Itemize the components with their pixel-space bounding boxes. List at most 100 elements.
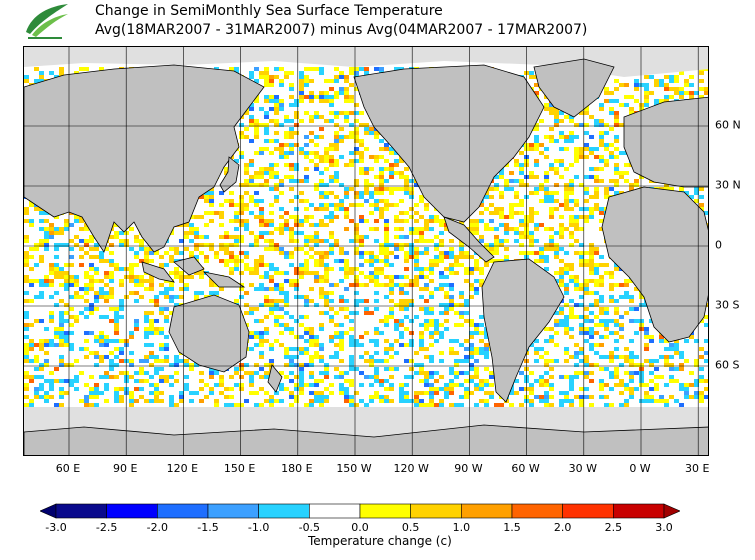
anomaly-cell xyxy=(644,331,649,335)
anomaly-cell xyxy=(99,355,104,359)
anomaly-cell xyxy=(349,399,354,403)
anomaly-cell xyxy=(289,143,294,147)
anomaly-cell xyxy=(264,391,269,395)
anomaly-cell xyxy=(344,263,349,267)
anomaly-cell xyxy=(514,227,519,231)
anomaly-cell xyxy=(644,383,649,387)
anomaly-cell xyxy=(179,395,184,399)
anomaly-cell xyxy=(309,139,314,143)
anomaly-cell xyxy=(474,327,479,331)
anomaly-cell xyxy=(484,403,489,407)
anomaly-cell xyxy=(369,271,374,275)
anomaly-cell xyxy=(439,251,444,255)
anomaly-cell xyxy=(329,95,334,99)
anomaly-cell xyxy=(464,271,469,275)
anomaly-cell xyxy=(284,363,289,367)
anomaly-cell xyxy=(154,327,159,331)
anomaly-cell xyxy=(89,391,94,395)
anomaly-cell xyxy=(399,171,404,175)
anomaly-cell xyxy=(204,199,209,203)
anomaly-cell xyxy=(209,279,214,283)
anomaly-cell xyxy=(339,111,344,115)
anomaly-cell xyxy=(394,255,399,259)
anomaly-cell xyxy=(449,247,454,251)
anomaly-cell xyxy=(564,375,569,379)
anomaly-cell xyxy=(599,379,604,383)
anomaly-cell xyxy=(119,267,124,271)
anomaly-cell xyxy=(164,295,169,299)
anomaly-cell xyxy=(449,339,454,343)
anomaly-cell xyxy=(344,111,349,115)
anomaly-cell xyxy=(674,379,679,383)
anomaly-cell xyxy=(169,231,174,235)
anomaly-cell xyxy=(484,391,489,395)
anomaly-cell xyxy=(604,191,609,195)
anomaly-cell xyxy=(554,271,559,275)
anomaly-cell xyxy=(284,351,289,355)
anomaly-cell xyxy=(264,71,269,75)
anomaly-cell xyxy=(89,239,94,243)
anomaly-cell xyxy=(384,339,389,343)
anomaly-cell xyxy=(229,191,234,195)
anomaly-cell xyxy=(54,379,59,383)
anomaly-cell xyxy=(394,283,399,287)
anomaly-cell xyxy=(399,243,404,247)
anomaly-cell xyxy=(464,267,469,271)
anomaly-cell xyxy=(89,275,94,279)
anomaly-cell xyxy=(564,359,569,363)
anomaly-cell xyxy=(49,71,54,75)
anomaly-cell xyxy=(454,311,459,315)
anomaly-cell xyxy=(129,351,134,355)
anomaly-cell xyxy=(154,303,159,307)
anomaly-cell xyxy=(584,131,589,135)
anomaly-cell xyxy=(419,231,424,235)
anomaly-cell xyxy=(89,235,94,239)
anomaly-cell xyxy=(89,403,94,407)
anomaly-cell xyxy=(144,355,149,359)
anomaly-cell xyxy=(159,347,164,351)
anomaly-cell xyxy=(379,319,384,323)
anomaly-cell xyxy=(344,79,349,83)
anomaly-cell xyxy=(434,319,439,323)
anomaly-cell xyxy=(159,311,164,315)
anomaly-cell xyxy=(684,83,689,87)
anomaly-cell xyxy=(289,315,294,319)
anomaly-cell xyxy=(619,151,624,155)
anomaly-cell xyxy=(344,215,349,219)
anomaly-cell xyxy=(319,379,324,383)
anomaly-cell xyxy=(319,371,324,375)
anomaly-cell xyxy=(319,183,324,187)
anomaly-cell xyxy=(349,151,354,155)
anomaly-cell xyxy=(659,395,664,399)
anomaly-cell xyxy=(474,387,479,391)
anomaly-cell xyxy=(404,211,409,215)
anomaly-cell xyxy=(624,103,629,107)
anomaly-cell xyxy=(259,351,264,355)
anomaly-cell xyxy=(319,203,324,207)
anomaly-cell xyxy=(194,291,199,295)
anomaly-cell xyxy=(84,399,89,403)
anomaly-cell xyxy=(114,235,119,239)
anomaly-cell xyxy=(149,319,154,323)
anomaly-cell xyxy=(289,391,294,395)
anomaly-cell xyxy=(569,207,574,211)
anomaly-cell xyxy=(374,351,379,355)
anomaly-cell xyxy=(264,183,269,187)
anomaly-cell xyxy=(179,399,184,403)
anomaly-cell xyxy=(249,123,254,127)
anomaly-cell xyxy=(549,167,554,171)
anomaly-cell xyxy=(639,319,644,323)
anomaly-cell xyxy=(279,179,284,183)
anomaly-cell xyxy=(304,111,309,115)
anomaly-cell xyxy=(69,239,74,243)
anomaly-cell xyxy=(134,399,139,403)
anomaly-cell xyxy=(614,367,619,371)
anomaly-cell xyxy=(259,147,264,151)
anomaly-cell xyxy=(589,267,594,271)
anomaly-cell xyxy=(354,367,359,371)
anomaly-cell xyxy=(239,207,244,211)
anomaly-cell xyxy=(269,243,274,247)
anomaly-cell xyxy=(209,387,214,391)
anomaly-cell xyxy=(489,259,494,263)
anomaly-cell xyxy=(214,403,219,407)
